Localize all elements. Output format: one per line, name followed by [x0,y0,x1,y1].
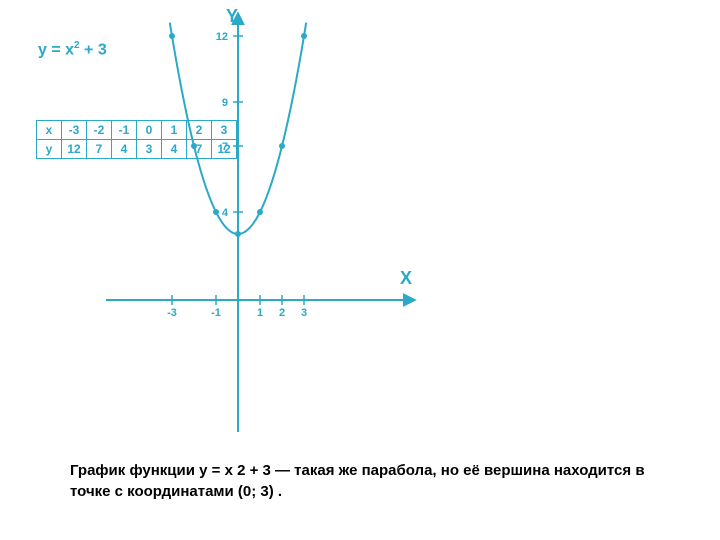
data-point [301,33,307,39]
table-cell: 1 [162,121,187,140]
data-point [235,231,241,237]
value-table: x-3-2-10123 y127434712 [36,120,237,159]
table-cell: -2 [87,121,112,140]
table-cell: 3 [137,140,162,159]
table-row-y: y127434712 [37,140,237,159]
y-tick-label: 9 [222,97,228,109]
data-point [279,143,285,149]
table-cell: 7 [87,140,112,159]
data-point [257,209,263,215]
table-cell: 4 [162,140,187,159]
chart-area: -3-112347912 y = x2 + 3 Y X x-3-2-10123 … [0,0,720,440]
table-cell: 2 [187,121,212,140]
y-tick-label: 4 [222,207,229,219]
y-tick-label: 12 [216,31,228,43]
table-row-x: x-3-2-10123 [37,121,237,140]
x-axis-label: X [400,268,412,289]
table-cell: 0 [137,121,162,140]
table-cell: x [37,121,62,140]
table-cell: 4 [112,140,137,159]
table-cell: -1 [112,121,137,140]
data-point [213,209,219,215]
table-cell: -3 [62,121,87,140]
x-tick-label: 1 [257,307,263,319]
x-tick-label: 2 [279,307,285,319]
x-tick-label: 3 [301,307,307,319]
x-tick-label: -1 [211,307,221,319]
table-cell: 12 [212,140,237,159]
x-tick-label: -3 [167,307,177,319]
data-point [169,33,175,39]
y-axis-label: Y [226,6,238,27]
caption-text: График функции y = x 2 + 3 — такая же па… [70,460,670,502]
table-cell: 12 [62,140,87,159]
table-cell: 3 [212,121,237,140]
equation-display: y = x2 + 3 [38,40,107,59]
table-cell: 7 [187,140,212,159]
parabola-chart: -3-112347912 [0,0,720,440]
table-cell: y [37,140,62,159]
